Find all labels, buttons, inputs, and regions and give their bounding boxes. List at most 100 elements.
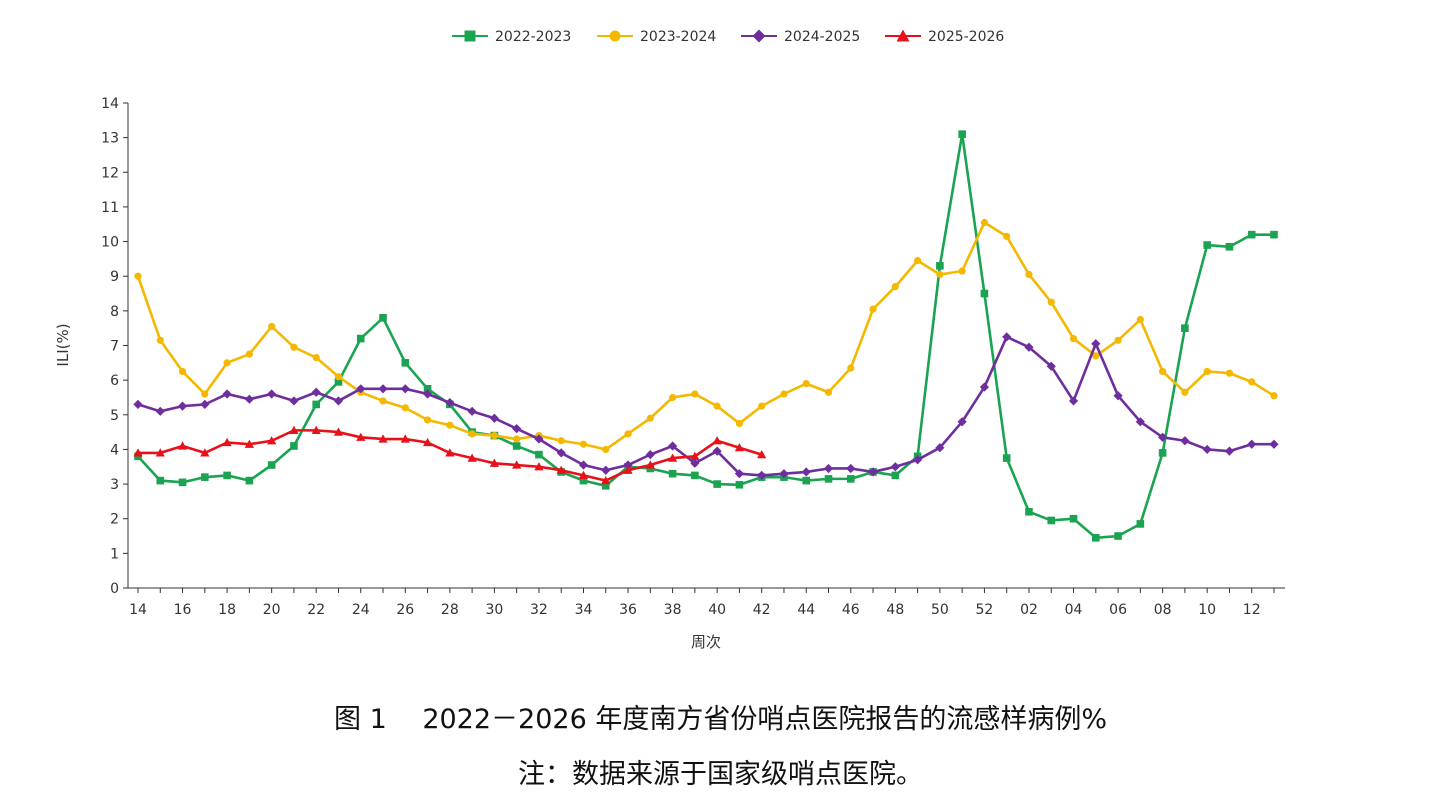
series-2025-2026 xyxy=(133,425,767,485)
data-point xyxy=(757,450,767,459)
data-point xyxy=(1225,369,1234,377)
data-point xyxy=(779,469,789,479)
x-tick-label: 14 xyxy=(129,602,147,618)
data-point xyxy=(223,359,231,367)
data-point xyxy=(356,334,365,343)
data-point xyxy=(267,461,276,469)
legend-item[interactable]: 2023-2024 xyxy=(597,29,716,45)
data-point xyxy=(914,257,922,265)
data-point xyxy=(668,469,677,478)
data-point xyxy=(489,413,499,423)
x-tick-label: 32 xyxy=(530,602,548,618)
data-point xyxy=(513,435,521,443)
data-point xyxy=(735,480,744,489)
data-point xyxy=(333,396,344,406)
data-point xyxy=(579,440,588,448)
line-chart: 2022-2023 2023-2024 2024-2025 2025-2026 012… xyxy=(54,29,1285,651)
data-point xyxy=(824,475,833,483)
data-point xyxy=(423,385,432,393)
series-2022-2023 xyxy=(134,130,1278,542)
data-point xyxy=(400,384,410,394)
x-tick-label: 02 xyxy=(1020,602,1038,618)
data-point xyxy=(936,270,944,279)
data-point xyxy=(133,399,143,409)
y-tick-label: 8 xyxy=(110,304,119,320)
data-point xyxy=(578,460,589,470)
legend-swatch-marker xyxy=(609,30,621,42)
legend-item[interactable]: 2022-2023 xyxy=(452,29,571,45)
legend-item[interactable]: 2025-2026 xyxy=(885,29,1004,45)
x-tick-label: 38 xyxy=(664,602,682,618)
data-point xyxy=(1158,432,1168,442)
data-point xyxy=(445,448,455,457)
legend: 2022-2023 2023-2024 2024-2025 2025-2026 xyxy=(452,29,1004,45)
data-point xyxy=(446,421,454,429)
data-point xyxy=(267,389,277,399)
data-point xyxy=(1158,449,1167,457)
legend-swatch-marker xyxy=(464,30,476,42)
data-point xyxy=(957,417,967,427)
series-line xyxy=(137,335,1274,477)
data-point xyxy=(1203,367,1211,376)
legend-label: 2024-2025 xyxy=(784,29,860,45)
data-point xyxy=(490,431,498,440)
data-point xyxy=(512,424,522,434)
data-point xyxy=(222,437,232,447)
data-point xyxy=(1202,444,1212,455)
data-point xyxy=(713,402,721,410)
data-point xyxy=(801,467,811,477)
data-point xyxy=(1069,334,1078,343)
data-point xyxy=(1002,454,1011,462)
data-point xyxy=(156,336,164,344)
data-point xyxy=(824,388,833,396)
data-point xyxy=(958,130,966,138)
data-point xyxy=(846,475,855,483)
data-point xyxy=(378,434,388,443)
data-point xyxy=(1047,516,1056,525)
data-point xyxy=(134,272,142,280)
legend-label: 2023-2024 xyxy=(640,29,716,45)
data-point xyxy=(578,470,589,480)
data-point xyxy=(178,367,187,376)
figure-note: 注：数据来源于国家级哨点医院。 xyxy=(518,759,923,790)
data-point xyxy=(712,446,722,456)
data-point xyxy=(534,462,544,471)
data-point xyxy=(244,439,254,448)
data-point xyxy=(422,437,433,447)
data-point xyxy=(602,445,610,454)
data-point xyxy=(1136,520,1145,528)
data-point xyxy=(1181,388,1189,396)
y-tick-label: 2 xyxy=(110,512,119,528)
data-point xyxy=(155,406,165,416)
legend-item[interactable]: 2024-2025 xyxy=(741,29,860,45)
x-tick-label: 48 xyxy=(886,602,904,618)
data-point xyxy=(623,460,633,470)
data-point xyxy=(890,462,900,472)
data-point xyxy=(1247,439,1257,449)
y-tick-label: 6 xyxy=(110,373,119,389)
x-tick-label: 44 xyxy=(797,602,815,618)
data-point xyxy=(356,384,366,394)
data-point xyxy=(579,476,588,485)
y-tick-label: 11 xyxy=(101,200,119,216)
x-axis-ticks: 14 16 18 20 22 24 26 28 30 32 34 36 38 40 42 44 46 48 50 52… xyxy=(129,588,1275,618)
data-point xyxy=(868,467,878,477)
data-point xyxy=(690,451,700,460)
data-point xyxy=(201,473,209,481)
data-point xyxy=(556,465,566,474)
x-axis-title: 周次 xyxy=(691,633,721,651)
data-point xyxy=(1248,378,1256,386)
y-tick-label: 1 xyxy=(110,546,119,562)
data-point xyxy=(400,434,410,443)
data-point xyxy=(691,471,699,480)
data-point xyxy=(222,389,232,399)
series-layer xyxy=(133,130,1279,542)
data-point xyxy=(1135,417,1145,427)
data-point xyxy=(379,397,387,405)
data-point xyxy=(1181,324,1189,332)
data-point xyxy=(177,441,188,450)
data-point xyxy=(645,450,655,460)
data-point xyxy=(846,463,856,474)
data-point xyxy=(713,480,721,488)
x-tick-label: 34 xyxy=(575,602,593,618)
